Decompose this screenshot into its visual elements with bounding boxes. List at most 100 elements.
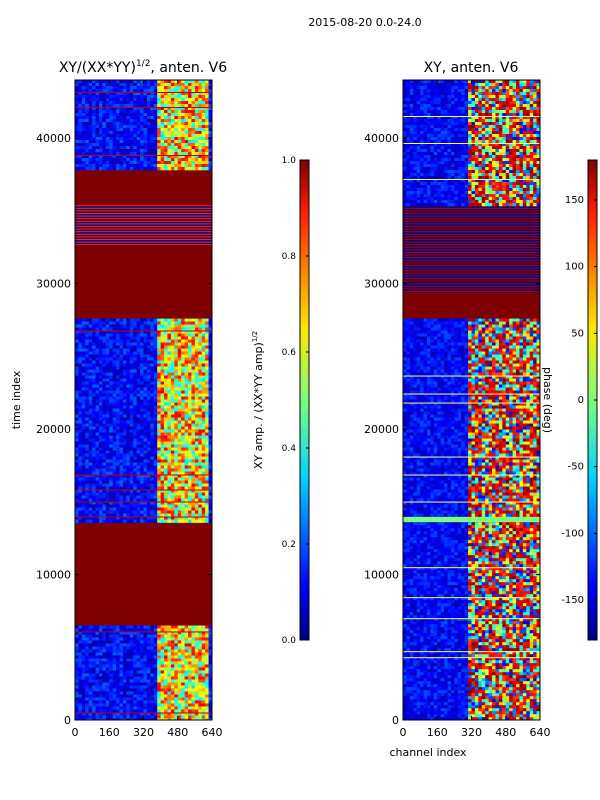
heatmap-cell bbox=[205, 137, 209, 141]
heatmap-cell bbox=[174, 640, 179, 644]
heatmap-cell bbox=[198, 501, 203, 505]
heatmap-cell bbox=[122, 486, 127, 490]
heatmap-stripe bbox=[75, 241, 212, 243]
heatmap-cell bbox=[157, 330, 162, 334]
heatmap-cell bbox=[105, 101, 110, 105]
heatmap-cell bbox=[146, 107, 151, 111]
heatmap-cell bbox=[140, 450, 144, 454]
heatmap-cell bbox=[153, 444, 158, 448]
heatmap-cell bbox=[181, 691, 185, 695]
heatmap-cell bbox=[112, 655, 117, 659]
heatmap-cell bbox=[140, 441, 144, 445]
heatmap-cell bbox=[112, 417, 117, 421]
heatmap-cell bbox=[198, 453, 203, 457]
heatmap-cell bbox=[129, 462, 134, 466]
heatmap-cell bbox=[95, 486, 100, 490]
heatmap-cell bbox=[205, 104, 209, 108]
heatmap-cell bbox=[102, 450, 107, 454]
heatmap-cell bbox=[119, 110, 124, 114]
heatmap-cell bbox=[133, 483, 138, 487]
heatmap-cell bbox=[95, 658, 100, 662]
heatmap-cell bbox=[136, 366, 141, 370]
heatmap-cell bbox=[112, 137, 117, 141]
heatmap-cell bbox=[85, 495, 90, 499]
heatmap-cell bbox=[194, 670, 199, 674]
heatmap-cell bbox=[191, 688, 196, 692]
heatmap-cell bbox=[126, 519, 131, 523]
heatmap-cell bbox=[140, 107, 144, 111]
heatmap-cell bbox=[157, 625, 162, 629]
heatmap-cell bbox=[205, 429, 209, 433]
heatmap-cell bbox=[194, 694, 199, 698]
heatmap-cell bbox=[126, 703, 131, 707]
heatmap-cell bbox=[95, 378, 100, 382]
heatmap-cell bbox=[191, 333, 196, 337]
heatmap-cell bbox=[116, 498, 120, 502]
heatmap-cell bbox=[122, 441, 127, 445]
heatmap-cell bbox=[105, 516, 110, 520]
heatmap-cell bbox=[177, 471, 182, 475]
heatmap-cell bbox=[133, 92, 138, 96]
heatmap-cell bbox=[78, 318, 83, 322]
heatmap-cell bbox=[153, 694, 158, 698]
heatmap-cell bbox=[95, 101, 100, 105]
heatmap-cell bbox=[177, 474, 182, 478]
heatmap-cell bbox=[150, 688, 155, 692]
heatmap-cell bbox=[98, 516, 103, 520]
heatmap-cell bbox=[75, 510, 79, 514]
heatmap-cell bbox=[194, 691, 199, 695]
heatmap-cell bbox=[174, 366, 179, 370]
heatmap-cell bbox=[170, 98, 175, 102]
heatmap-cell bbox=[205, 387, 209, 391]
heatmap-cell bbox=[98, 655, 103, 659]
heatmap-cell bbox=[181, 477, 185, 481]
heatmap-cell bbox=[78, 131, 83, 135]
heatmap-cell bbox=[129, 450, 134, 454]
heatmap-cell bbox=[201, 342, 206, 346]
heatmap-cell bbox=[75, 375, 79, 379]
heatmap-cell bbox=[191, 489, 196, 493]
heatmap-cell bbox=[170, 432, 175, 436]
heatmap-cell bbox=[167, 649, 172, 653]
heatmap-cell bbox=[88, 393, 93, 397]
heatmap-cell bbox=[181, 676, 185, 680]
heatmap-cell bbox=[75, 372, 79, 376]
heatmap-cell bbox=[92, 363, 96, 367]
heatmap-cell bbox=[92, 504, 96, 508]
heatmap-cell bbox=[160, 691, 165, 695]
heatmap-cell bbox=[92, 426, 96, 430]
heatmap-cell bbox=[95, 95, 100, 99]
heatmap-cell bbox=[102, 387, 107, 391]
heatmap-cell bbox=[109, 89, 114, 93]
heatmap-cell bbox=[184, 336, 189, 340]
heatmap-cell bbox=[140, 646, 144, 650]
heatmap-cell bbox=[122, 330, 127, 334]
heatmap-cell bbox=[133, 116, 138, 120]
heatmap-cell bbox=[188, 351, 192, 355]
heatmap-cell bbox=[201, 336, 206, 340]
heatmap-cell bbox=[184, 119, 189, 123]
heatmap-cell bbox=[205, 95, 209, 99]
heatmap-cell bbox=[170, 504, 175, 508]
heatmap-cell bbox=[140, 399, 144, 403]
heatmap-cell bbox=[92, 513, 96, 517]
heatmap-cell bbox=[88, 321, 93, 325]
heatmap-cell bbox=[198, 498, 203, 502]
heatmap-cell bbox=[201, 658, 206, 662]
heatmap-cell bbox=[146, 98, 151, 102]
heatmap-cell bbox=[112, 679, 117, 683]
heatmap-cell bbox=[188, 483, 192, 487]
heatmap-cell bbox=[140, 664, 144, 668]
heatmap-cell bbox=[122, 146, 127, 150]
heatmap-band-saturated bbox=[75, 522, 212, 626]
heatmap-cell bbox=[78, 667, 83, 671]
heatmap-cell bbox=[109, 348, 114, 352]
heatmap-cell bbox=[177, 480, 182, 484]
heatmap-cell bbox=[136, 354, 141, 358]
heatmap-cell bbox=[143, 357, 148, 361]
heatmap-cell bbox=[98, 486, 103, 490]
heatmap-cell bbox=[157, 83, 162, 87]
heatmap-cell bbox=[122, 116, 127, 120]
heatmap-cell bbox=[140, 113, 144, 117]
heatmap-cell bbox=[164, 673, 168, 677]
